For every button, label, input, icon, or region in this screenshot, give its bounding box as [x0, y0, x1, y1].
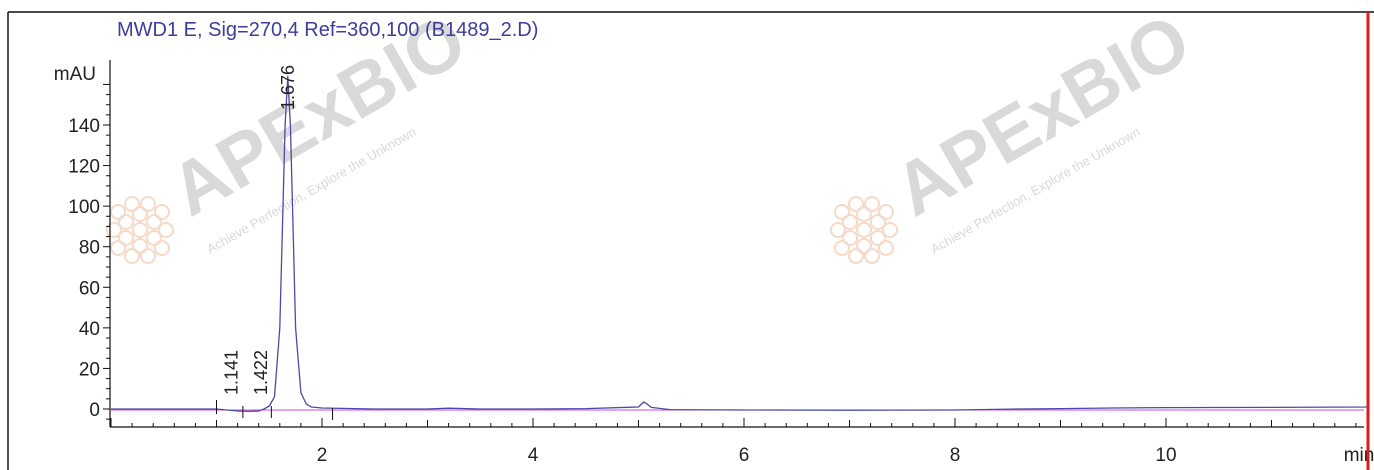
- y-tick-label: 20: [79, 359, 100, 380]
- x-axis-unit-label: min: [1344, 445, 1374, 466]
- watermark-flower-dot: [118, 214, 134, 230]
- labels-layer: 1.141 1.422 1.676: [216, 12, 1370, 470]
- y-tick-label: 0: [89, 400, 100, 421]
- y-tick-label: 100: [68, 197, 100, 218]
- peak-label: 1.676: [278, 65, 298, 110]
- plot-frame: [7, 11, 1374, 470]
- x-tick-label: 10: [1155, 445, 1176, 466]
- watermark-flower-dot: [146, 230, 162, 246]
- peak-label: 1.422: [251, 350, 271, 395]
- watermark-flower-dot: [132, 222, 148, 238]
- watermark-flower-icon: [830, 196, 898, 264]
- watermark-flower-dot: [842, 230, 858, 246]
- y-tick-label: 140: [68, 116, 100, 137]
- watermark-flower-dot: [882, 222, 898, 238]
- y-tick-label: 120: [68, 157, 100, 178]
- y-tick-label: 40: [79, 319, 100, 340]
- axes: 0 20 40 60 80 100 120 140 2 4 6 8 10 min: [68, 60, 1374, 466]
- watermark-flower-dot: [834, 204, 850, 220]
- watermark-flower-dot: [834, 240, 850, 256]
- watermark-flower-dot: [848, 248, 864, 264]
- watermark-flower-dot: [124, 196, 140, 212]
- signal-trace: [111, 75, 1367, 413]
- watermark-flower-dot: [118, 230, 134, 246]
- watermark-flower-dot: [154, 240, 170, 256]
- y-tick-label: 80: [79, 238, 100, 259]
- watermark-flower-dot: [870, 230, 886, 246]
- watermark-flower-dot: [110, 240, 126, 256]
- peak-label: 1.141: [221, 350, 241, 395]
- y-axis-label: mAU: [54, 64, 96, 85]
- watermark-flower-dot: [140, 248, 156, 264]
- watermark-flower-dot: [878, 240, 894, 256]
- watermark-flower-dot: [132, 238, 148, 254]
- watermark-flower-dot: [842, 214, 858, 230]
- y-tick-label: 60: [79, 278, 100, 299]
- watermark-flower-dot: [146, 214, 162, 230]
- watermark-flower-dot: [158, 222, 174, 238]
- x-tick-label: 8: [950, 445, 961, 466]
- watermark-flower-dot: [856, 238, 872, 254]
- watermark-flower-dot: [140, 196, 156, 212]
- watermark-brand: APExBIO: [881, 0, 1204, 232]
- x-tick-label: 4: [528, 445, 539, 466]
- watermark-flower-dot: [132, 206, 148, 222]
- watermark-flower-dot: [856, 206, 872, 222]
- chart-title: MWD1 E, Sig=270,4 Ref=360,100 (B1489_2.D…: [117, 19, 538, 41]
- x-tick-label: 6: [739, 445, 750, 466]
- watermark-flower-dot: [110, 204, 126, 220]
- watermark-flower-dot: [848, 196, 864, 212]
- watermark-flower-dot: [106, 222, 122, 238]
- watermark-flower-dot: [864, 196, 880, 212]
- trace-layer: [110, 75, 1367, 413]
- watermark-flower-dot: [870, 214, 886, 230]
- watermark-flower-dot: [878, 204, 894, 220]
- watermark-flower-dot: [154, 204, 170, 220]
- watermark-flower-icon: [106, 196, 174, 264]
- watermark-flower-dot: [830, 222, 846, 238]
- watermark-flower-dot: [124, 248, 140, 264]
- watermark-flower-dot: [864, 248, 880, 264]
- watermark-flower-dot: [856, 222, 872, 238]
- x-tick-label: 2: [317, 445, 328, 466]
